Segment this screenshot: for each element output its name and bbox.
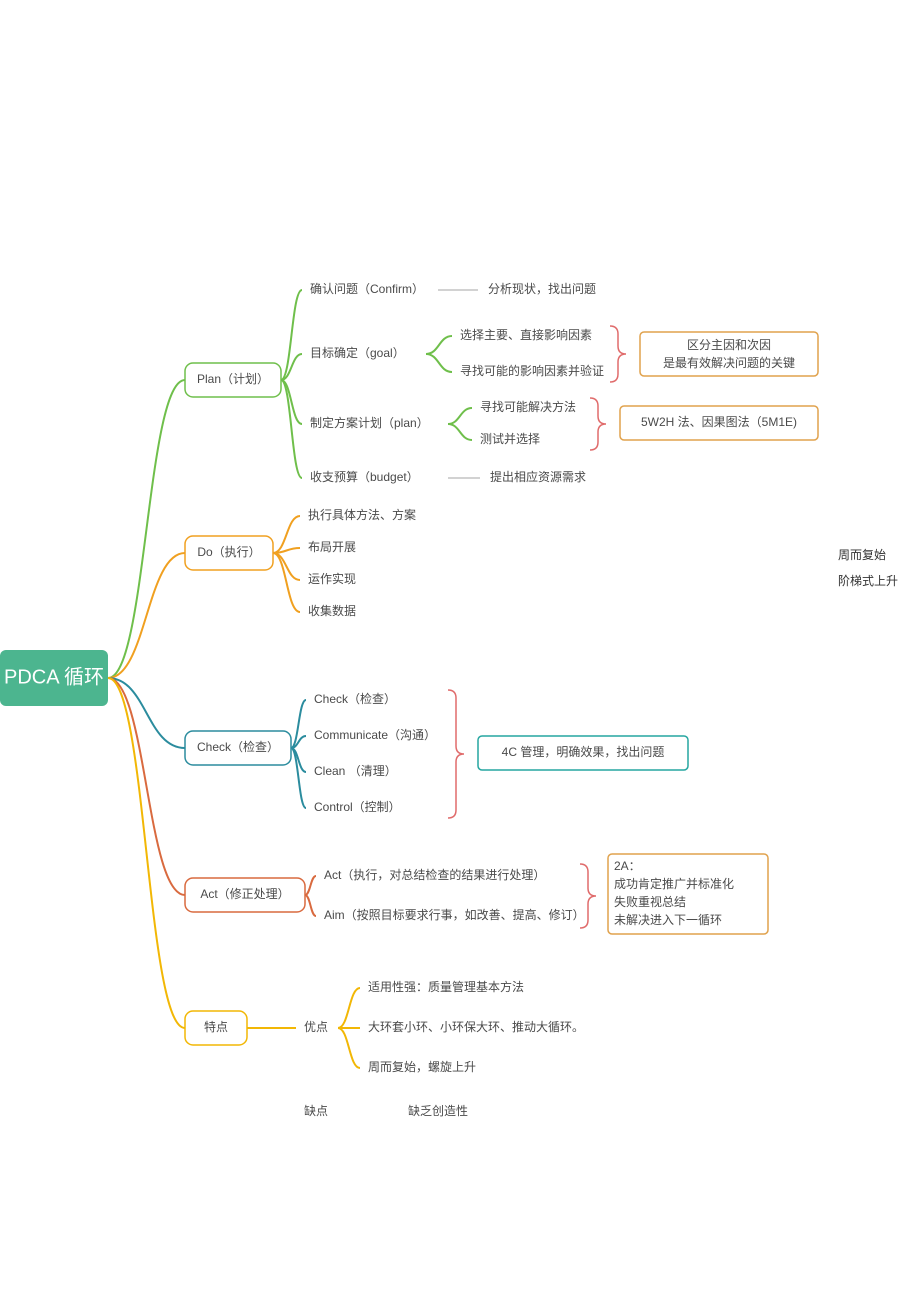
- do-item: 收集数据: [308, 603, 356, 618]
- do-item: 布局开展: [308, 540, 356, 554]
- check-item: Control（控制）: [314, 800, 401, 814]
- plan-item: 制定方案计划（plan）: [310, 415, 429, 430]
- svg-text:分析现状，找出问题: 分析现状，找出问题: [488, 282, 596, 296]
- svg-text:5W2H 法、因果图法（5M1E): 5W2H 法、因果图法（5M1E): [641, 415, 797, 429]
- svg-text:寻找可能解决方法: 寻找可能解决方法: [480, 399, 576, 414]
- svg-text:区分主因和次因是最有效解决问题的关键: 区分主因和次因是最有效解决问题的关键: [663, 338, 795, 370]
- do-item: 执行具体方法、方案: [308, 507, 416, 522]
- feature-cons-label: 缺点: [304, 1103, 328, 1118]
- svg-text:Check（检查）: Check（检查）: [197, 739, 279, 754]
- svg-text:Do（执行）: Do（执行）: [197, 545, 260, 559]
- plan-item: 确认问题（Confirm）: [310, 282, 424, 296]
- svg-text:4C 管理，明确效果，找出问题: 4C 管理，明确效果，找出问题: [502, 744, 665, 759]
- mindmap-svg: PDCA 循环 Plan（计划） Do（执行） Check（检查） Act（修正处理） 特…: [0, 0, 920, 1301]
- branch-check: Check（检查）: [108, 678, 291, 765]
- do-item: 运作实现: [308, 571, 356, 586]
- root-node: PDCA 循环: [4, 665, 104, 688]
- svg-text:选择主要、直接影响因素: 选择主要、直接影响因素: [460, 327, 592, 342]
- svg-text:周而复始，螺旋上升: 周而复始，螺旋上升: [368, 1060, 476, 1074]
- branch-do: Do（执行）: [108, 536, 273, 678]
- svg-text:大环套小环、小环保大环、推动大循环。: 大环套小环、小环保大环、推动大循环。: [368, 1020, 584, 1034]
- svg-text:Plan（计划）: Plan（计划）: [197, 372, 269, 386]
- act-item: Aim（按照目标要求行事，如改善、提高、修订）: [324, 907, 585, 922]
- side-note: 周而复始: [838, 548, 886, 562]
- check-item: Communicate（沟通）: [314, 728, 436, 742]
- svg-text:适用性强：质量管理基本方法: 适用性强：质量管理基本方法: [368, 979, 524, 994]
- branch-act: Act（修正处理）: [108, 678, 305, 912]
- act-item: Act（执行，对总结检查的结果进行处理）: [324, 867, 545, 882]
- feature-pros-label: 优点: [304, 1020, 328, 1034]
- svg-text:寻找可能的影响因素并验证: 寻找可能的影响因素并验证: [460, 363, 604, 378]
- check-item: Clean （清理）: [314, 764, 397, 778]
- side-note: 阶梯式上升: [838, 574, 898, 588]
- svg-text:缺乏创造性: 缺乏创造性: [408, 1103, 468, 1118]
- svg-text:2A：成功肯定推广并标准化失败重视总结未解决进入下一循环: 2A：成功肯定推广并标准化失败重视总结未解决进入下一循环: [614, 859, 734, 927]
- svg-text:提出相应资源需求: 提出相应资源需求: [490, 469, 586, 484]
- svg-text:测试并选择: 测试并选择: [480, 431, 540, 446]
- svg-text:特点: 特点: [204, 1019, 228, 1034]
- check-item: Check（检查）: [314, 691, 396, 706]
- svg-text:Act（修正处理）: Act（修正处理）: [200, 886, 289, 901]
- branch-plan: Plan（计划）: [108, 363, 281, 678]
- plan-item: 收支预算（budget）: [310, 469, 419, 484]
- plan-item: 目标确定（goal）: [310, 345, 405, 360]
